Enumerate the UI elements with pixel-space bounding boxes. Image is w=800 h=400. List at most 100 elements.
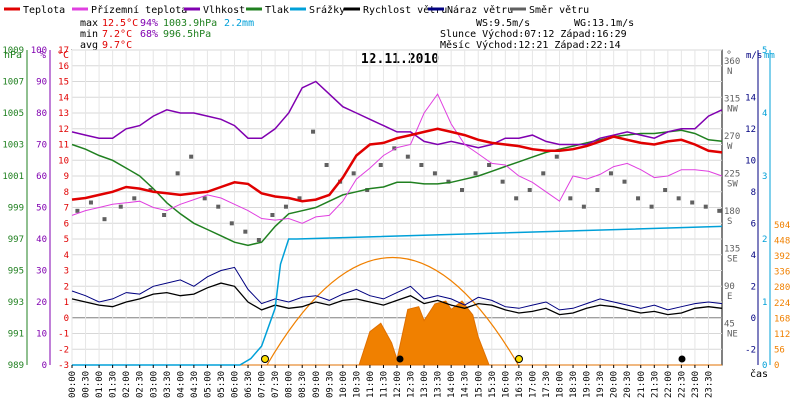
tick-dir-lbl: W [727, 142, 733, 152]
sun-text: Slunce Východ:07:12 Západ:16:29 [440, 28, 627, 40]
dir-point [527, 188, 532, 192]
dir-point [162, 213, 167, 217]
tick-mm: 4 [762, 109, 767, 119]
tick-pct: 70 [36, 141, 47, 151]
dir-point [460, 188, 464, 192]
series-rain-line [72, 225, 723, 366]
tick-x: 22:30 [677, 371, 687, 398]
tick-x: 11:00 [366, 371, 376, 398]
tick-solar: 56 [774, 345, 785, 355]
tick-x: 22:00 [664, 371, 674, 398]
tick-x: 11:30 [379, 371, 389, 398]
tick-dir-deg: 180 [724, 207, 740, 217]
tick-c: 3 [64, 267, 69, 277]
dir-point [500, 179, 505, 184]
dir-point [581, 204, 586, 209]
tick-x: 00:30 [82, 371, 92, 398]
tick-c: 17 [58, 46, 69, 56]
tick-x: 20:00 [610, 371, 620, 398]
dir-point [189, 154, 194, 159]
tick-c: 10 [58, 156, 69, 166]
tick-x: 03:30 [163, 371, 173, 398]
tick-x: 17:30 [542, 371, 552, 398]
tick-c: 4 [64, 251, 69, 261]
tick-ms: 6 [751, 219, 756, 229]
tick-c: -1 [58, 330, 69, 340]
tick-hpa: 993 [8, 298, 24, 308]
tick-mm: 2 [762, 235, 767, 245]
tick-solar: 280 [774, 283, 790, 293]
legend-label-4: Srážky [309, 4, 345, 16]
tick-solar: 448 [774, 237, 790, 247]
legend-label-3: Tlak [265, 5, 289, 16]
tick-c: 1 [64, 298, 69, 308]
tick-hpa: 995 [8, 267, 24, 277]
tick-hpa: 1005 [2, 109, 24, 119]
tick-x: 23:30 [704, 371, 714, 398]
dir-point [663, 188, 668, 192]
dir-point [690, 200, 695, 205]
tick-hpa: 1003 [2, 141, 24, 151]
tick-x: 01:00 [95, 371, 105, 398]
tick-hpa: 1001 [2, 172, 24, 182]
dir-point [351, 171, 356, 176]
stats-min-temp: 7.2°C [102, 29, 132, 40]
date-title: 12.11.2010 [361, 52, 439, 67]
dir-point [243, 229, 248, 234]
moonrise-marker [396, 355, 404, 363]
solar-area [72, 300, 722, 366]
dir-point [554, 154, 559, 159]
tick-solar: 0 [774, 361, 779, 371]
x-axis-label: čas [750, 368, 768, 380]
tick-c: 16 [58, 62, 69, 72]
tick-x: 10:30 [352, 371, 362, 398]
axis-title-mm: mm [764, 51, 775, 61]
tick-c: 15 [58, 78, 69, 88]
tick-pct: 0 [42, 361, 47, 371]
tick-c: 11 [58, 141, 69, 151]
tick-x: 02:00 [122, 371, 132, 398]
tick-x: 00:00 [68, 371, 78, 398]
wind-info-box: WS:9.5m/s WG:13.1m/s Slunce Východ:07:12… [440, 18, 634, 51]
dir-point [283, 204, 288, 209]
dir-point [202, 196, 207, 201]
tick-x: 21:00 [637, 371, 647, 398]
moonset-marker [678, 355, 686, 363]
tick-c: -3 [58, 361, 69, 371]
stats-avg-label: avg [80, 40, 98, 51]
tick-x: 09:30 [325, 371, 335, 398]
dir-point [487, 163, 492, 167]
tick-pct: 90 [36, 78, 47, 88]
dir-point [568, 196, 573, 201]
dir-point [324, 163, 329, 167]
legend-label-5: Rychlost větru [363, 4, 447, 16]
dir-point [405, 154, 410, 159]
dir-point [649, 204, 654, 209]
tick-x: 10:00 [339, 371, 349, 398]
dir-point [432, 171, 437, 176]
tick-dir-deg: 135 [724, 245, 740, 255]
tick-hpa: 997 [8, 235, 24, 245]
series-layer [71, 80, 723, 366]
dir-point [270, 213, 275, 217]
tick-mm: 1 [762, 298, 767, 308]
tick-ms: 12 [745, 125, 756, 135]
dir-point [622, 179, 627, 184]
dir-point [102, 217, 107, 222]
sunrise-marker [261, 355, 269, 363]
tick-x: 06:00 [231, 371, 241, 398]
dir-point [216, 204, 221, 209]
dir-point [75, 208, 80, 213]
tick-ms: 4 [751, 251, 756, 261]
tick-pct: 30 [36, 267, 47, 277]
series-wind-line [71, 282, 723, 316]
tick-dir-lbl: S [727, 217, 732, 227]
tick-solar: 168 [774, 314, 790, 324]
tick-x: 21:30 [650, 371, 660, 398]
tick-x: 09:00 [312, 371, 322, 398]
tick-x: 15:00 [474, 371, 484, 398]
tick-pct: 40 [36, 235, 47, 245]
dir-point [541, 171, 546, 176]
tick-pct: 60 [36, 172, 47, 182]
axis-title-ms: m/s [746, 51, 762, 61]
